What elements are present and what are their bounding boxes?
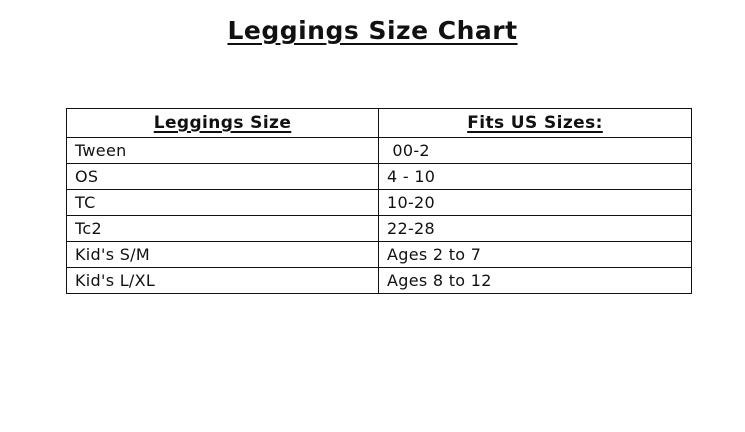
page-title: Leggings Size Chart xyxy=(227,16,518,45)
table-row: Tc2 22-28 xyxy=(66,215,692,242)
cell-leggings-size: TC xyxy=(66,189,379,216)
cell-fits-us-sizes: 4 - 10 xyxy=(378,163,692,190)
cell-fits-us-sizes: 00-2 xyxy=(378,137,692,164)
size-chart-table: Leggings Size Fits US Sizes: Tween 00-2 … xyxy=(66,108,692,294)
cell-fits-us-sizes: Ages 8 to 12 xyxy=(378,267,692,294)
cell-leggings-size: Kid's S/M xyxy=(66,241,379,268)
cell-leggings-size: OS xyxy=(66,163,379,190)
table-row: Kid's S/M Ages 2 to 7 xyxy=(66,241,692,268)
cell-leggings-size: Tc2 xyxy=(66,215,379,242)
table-row: TC 10-20 xyxy=(66,189,692,216)
column-header-leggings-size: Leggings Size xyxy=(66,108,379,138)
table-row: Kid's L/XL Ages 8 to 12 xyxy=(66,267,692,294)
cell-fits-us-sizes: 10-20 xyxy=(378,189,692,216)
table-header-row: Leggings Size Fits US Sizes: xyxy=(66,108,692,138)
cell-fits-us-sizes: 22-28 xyxy=(378,215,692,242)
column-header-fits-us-sizes: Fits US Sizes: xyxy=(378,108,692,138)
cell-fits-us-sizes: Ages 2 to 7 xyxy=(378,241,692,268)
table-row: Tween 00-2 xyxy=(66,137,692,164)
cell-leggings-size: Kid's L/XL xyxy=(66,267,379,294)
table-row: OS 4 - 10 xyxy=(66,163,692,190)
cell-leggings-size: Tween xyxy=(66,137,379,164)
